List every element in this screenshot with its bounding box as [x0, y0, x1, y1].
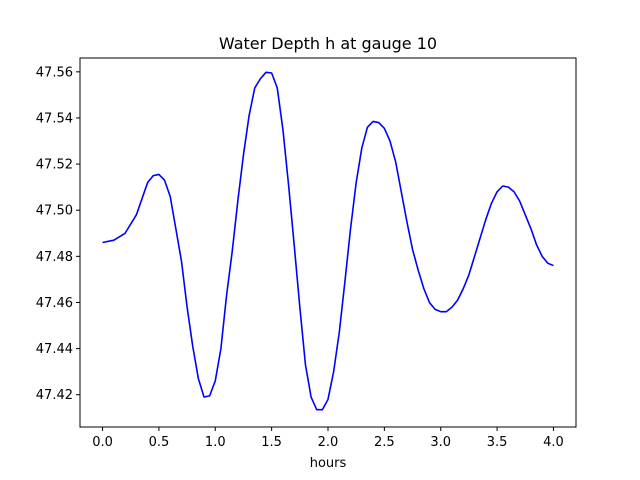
series-line-0 [102, 71, 554, 411]
x-tick-label: 2.0 [318, 435, 339, 450]
y-tick-label: 47.46 [36, 296, 73, 311]
plot-area: 0.0 0.5 1.0 1.5 2.0 2.5 3.0 3.5 4.0 47.42 47.44 47.… [36, 57, 577, 450]
y-tick-label: 47.42 [36, 388, 73, 403]
y-tick-label: 47.56 [36, 65, 73, 80]
x-tick-label: 4.0 [543, 435, 564, 450]
x-axis-label: hours [310, 456, 347, 471]
x-tick-label: 1.5 [261, 435, 282, 450]
y-tick-label: 47.48 [36, 250, 73, 265]
y-tick-label: 47.50 [36, 204, 73, 219]
y-tick-label: 47.54 [36, 111, 73, 126]
x-tick-label: 0.0 [92, 435, 113, 450]
chart-title: Water Depth h at gauge 10 [219, 34, 437, 53]
x-tick-label: 1.0 [205, 435, 226, 450]
y-tick-label: 47.52 [36, 158, 73, 173]
y-tick-label: 47.44 [36, 342, 73, 357]
x-tick-label: 3.0 [430, 435, 451, 450]
x-tick-label: 2.5 [374, 435, 395, 450]
x-tick-label: 0.5 [149, 435, 170, 450]
x-tick-label: 3.5 [487, 435, 508, 450]
